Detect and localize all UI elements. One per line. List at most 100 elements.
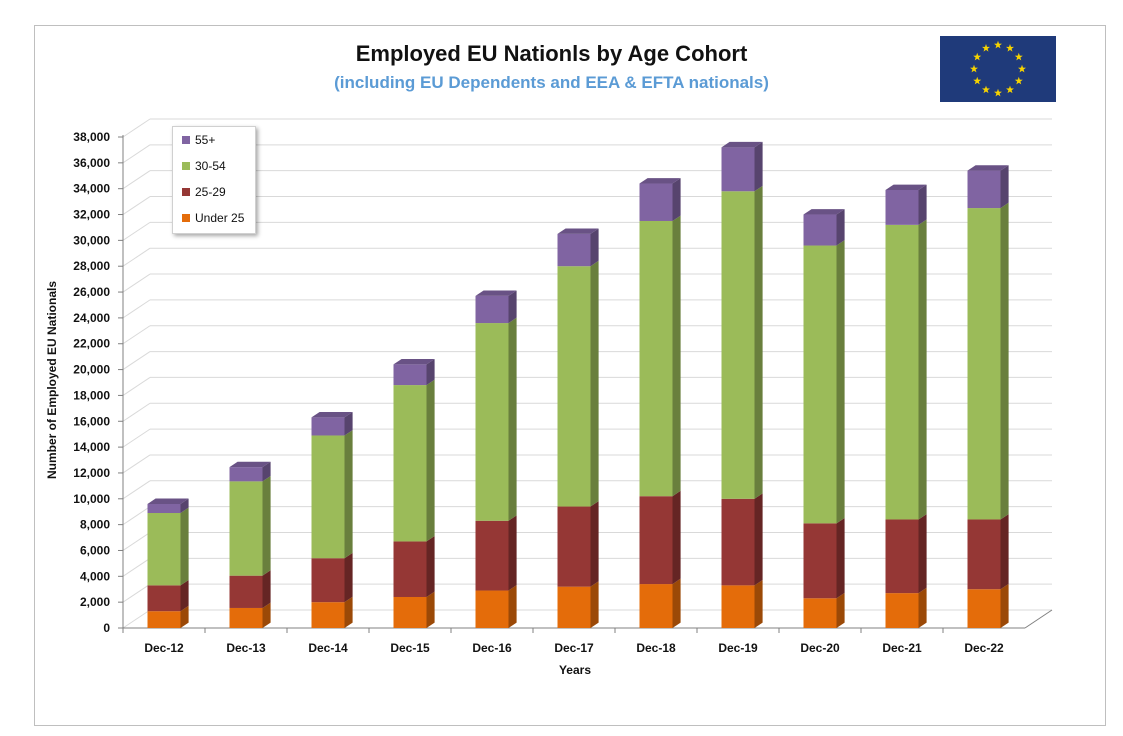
bar-segment-30-54: [475, 317, 517, 521]
gridline-diagonal: [122, 299, 151, 319]
bar-segment-30-54: [557, 260, 599, 507]
bar-segment-25-29: [147, 579, 189, 612]
bar-top: [885, 184, 927, 190]
bar-segment-under-25: [885, 587, 927, 628]
flag-star-icon: [970, 64, 978, 73]
bar-segment-55-: [475, 290, 517, 324]
bar-side: [754, 141, 763, 192]
y-tick-label: 30,000: [73, 233, 110, 247]
bar-segment-25-29: [557, 501, 599, 587]
bar-side: [672, 578, 681, 628]
legend: 55+ 30-54 25-29 Under 25: [172, 126, 256, 234]
gridline-diagonal: [122, 196, 151, 215]
bar-side: [754, 185, 763, 499]
bar-front: [885, 189, 919, 225]
bar-side: [508, 515, 517, 591]
x-tick-label: Dec-12: [144, 641, 184, 655]
bar-segment-30-54: [885, 219, 927, 520]
bar-front: [721, 585, 755, 628]
bar-side: [836, 517, 845, 599]
bar-top: [475, 290, 517, 296]
bar-side: [836, 592, 845, 628]
bar-segment-30-54: [721, 185, 763, 499]
bar-segment-under-25: [229, 602, 271, 628]
bar-segment-25-29: [393, 536, 435, 597]
bars: [147, 141, 1009, 628]
bar-side: [590, 501, 599, 587]
bar-side: [508, 317, 517, 521]
bar-top: [393, 359, 435, 365]
y-tick-label: 2,000: [80, 595, 110, 609]
legend-swatch-55-plus: [182, 136, 190, 144]
legend-item-25-29: 25-29: [182, 184, 226, 200]
chart-subtitle: (including EU Dependents and EEA & EFTA …: [334, 73, 769, 92]
bar-front: [721, 191, 755, 499]
chart-title: Employed EU Nationls by Age Cohort: [355, 41, 748, 66]
x-tick-label: Dec-21: [882, 641, 922, 655]
bar-side: [180, 507, 189, 586]
flag-star-icon: [973, 76, 982, 85]
legend-item-30-54: 30-54: [182, 158, 226, 174]
bar-front: [721, 498, 755, 586]
bar-segment-55-: [311, 411, 353, 436]
bar-side: [754, 579, 763, 628]
gridline-diagonal: [122, 454, 151, 474]
bar-segment-55-: [721, 141, 763, 192]
bar-side: [918, 514, 927, 594]
bar-side: [262, 461, 271, 482]
bar-segment-30-54: [147, 507, 189, 586]
bar-side: [1000, 202, 1009, 520]
bar-segment-55-: [147, 498, 189, 514]
gridline-diagonal: [122, 325, 151, 345]
bar-top: [639, 178, 681, 184]
flag-star-icon: [982, 44, 990, 52]
flag-star-icon: [994, 88, 1002, 97]
bar-segment-25-29: [639, 490, 681, 585]
bar-side: [344, 596, 353, 628]
bar-side: [508, 290, 517, 324]
legend-label: Under 25: [195, 211, 245, 225]
gridline-diagonal: [122, 583, 151, 603]
gridline-diagonal: [122, 402, 151, 422]
x-tick-label: Dec-17: [554, 641, 594, 655]
bar-segment-25-29: [885, 514, 927, 594]
gridline-diagonal: [122, 609, 151, 629]
y-tick-label: 14,000: [73, 440, 110, 454]
bar-side: [262, 570, 271, 608]
y-tick-label: 36,000: [73, 156, 110, 170]
gridline-diagonal: [122, 144, 151, 164]
bar-front: [803, 598, 837, 628]
x-axis-label: Years: [558, 663, 592, 677]
floor-edge: [1024, 609, 1053, 629]
flag-star-icon: [1014, 52, 1023, 61]
y-tick-label: 16,000: [73, 414, 110, 428]
bar-segment-under-25: [147, 605, 189, 628]
legend-label: 25-29: [195, 185, 226, 199]
bar-side: [426, 591, 435, 628]
bar-front: [475, 590, 509, 628]
legend-swatch-under-25: [182, 214, 190, 222]
bar-segment-55-: [229, 461, 271, 482]
bar-side: [754, 493, 763, 586]
bar-front: [393, 596, 427, 628]
bar-front: [393, 385, 427, 542]
bar-front: [311, 558, 345, 603]
bar-segment-25-29: [311, 552, 353, 603]
bar-top: [967, 165, 1009, 171]
x-tick-label: Dec-16: [472, 641, 512, 655]
bar-segment-under-25: [475, 585, 517, 628]
bar-front: [475, 295, 509, 324]
bar-side: [344, 411, 353, 436]
bar-segment-under-25: [311, 596, 353, 628]
bar-front: [229, 467, 263, 482]
bar-segment-30-54: [639, 215, 681, 497]
bar-front: [967, 170, 1001, 209]
bar-segment-30-54: [967, 202, 1009, 520]
eu-flag-icon: [940, 36, 1056, 102]
gridline-diagonal: [122, 506, 151, 526]
y-tick-label: 8,000: [80, 518, 110, 532]
bar-side: [344, 430, 353, 559]
bar-front: [229, 575, 263, 608]
y-tick-label: 18,000: [73, 388, 110, 402]
